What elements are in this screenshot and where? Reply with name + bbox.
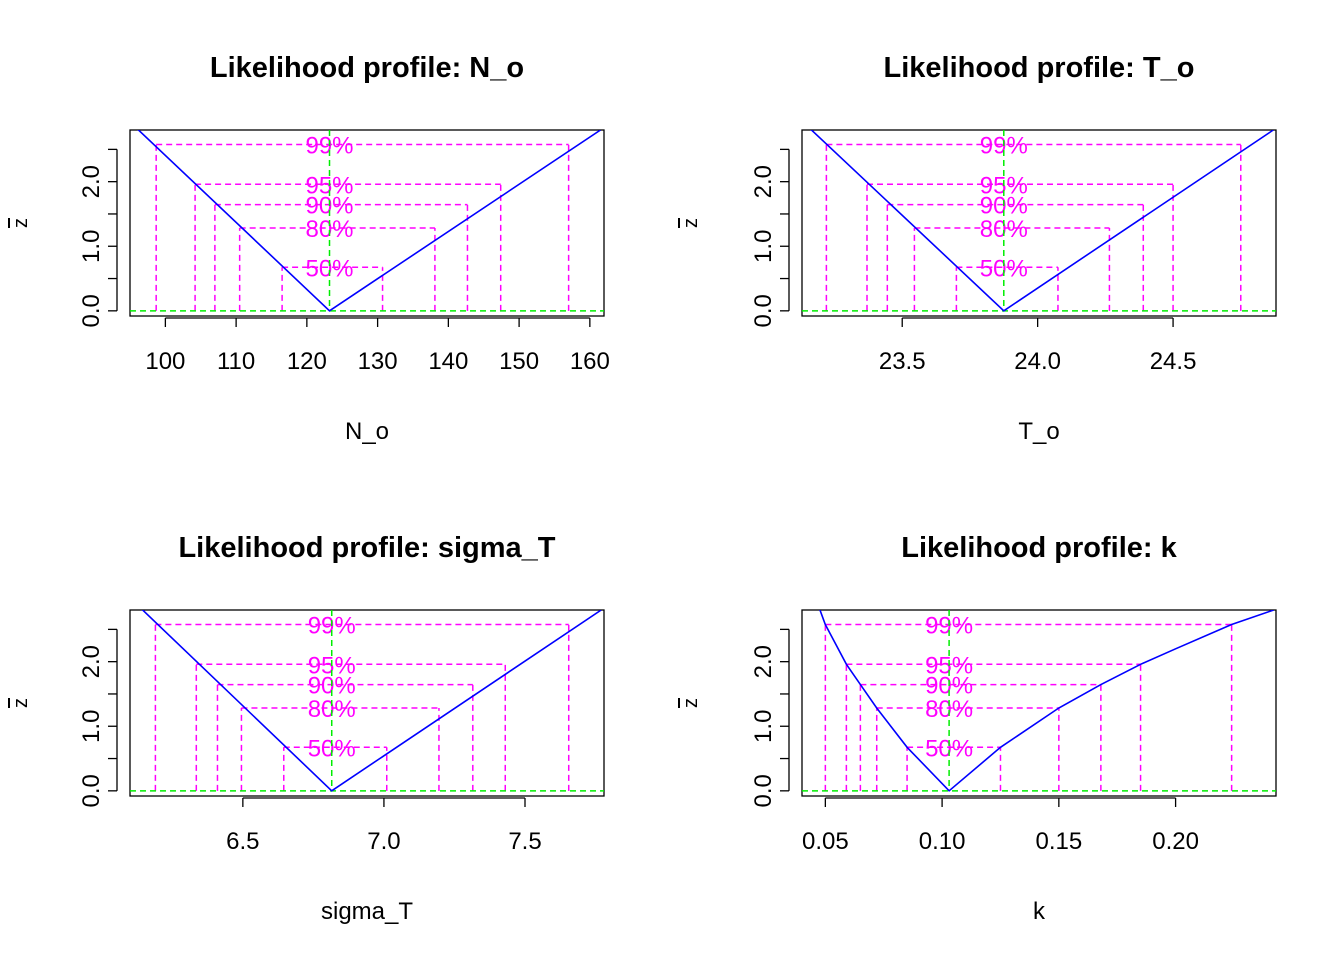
level-80 xyxy=(238,227,436,311)
level-95 xyxy=(845,663,1142,791)
y-tick-label: 2.0 xyxy=(78,165,105,198)
x-tick-label: 130 xyxy=(358,348,398,375)
panel-2: Likelihood profile: T_o T_o z 23.5 24.0 24.5 0… xyxy=(680,52,1277,445)
x-tick-label: 110 xyxy=(217,348,255,375)
plot-frame xyxy=(129,609,605,797)
y-tick-label: 0.0 xyxy=(750,294,777,327)
panel-3: Likelihood profile: sigma_T sigma_T z 6.5 7.… xyxy=(10,532,605,925)
y-tick-label: 1.0 xyxy=(78,230,105,263)
chart-title: Likelihood profile: T_o xyxy=(884,52,1195,84)
x-tick-label: 150 xyxy=(499,348,539,375)
y-tick-label: 2.0 xyxy=(750,645,777,678)
level-99 xyxy=(154,623,570,791)
level-99 xyxy=(155,143,570,311)
x-tick-label: 0.20 xyxy=(1152,828,1199,855)
level-label: 50% xyxy=(980,255,1028,282)
x-axis-label: T_o xyxy=(1018,418,1059,445)
panel-1: Likelihood profile: N_o N_o z 100 110 120 130 1… xyxy=(10,52,610,445)
x-axis-label: k xyxy=(1033,898,1046,925)
level-label: 50% xyxy=(305,255,353,282)
y-tick-label: 1.0 xyxy=(78,710,105,743)
chart-title: Likelihood profile: k xyxy=(901,532,1177,564)
y-tick-label: 2.0 xyxy=(78,645,105,678)
x-tick-label: 0.15 xyxy=(1035,828,1082,855)
y-tick-label: 0.0 xyxy=(78,774,105,807)
x-tick-label: 7.5 xyxy=(508,828,541,855)
level-90 xyxy=(886,203,1145,311)
y-tick-label: 1.0 xyxy=(750,230,777,263)
y-tick-label: 2.0 xyxy=(750,165,777,198)
level-label: 50% xyxy=(925,735,973,762)
x-tick-label: 0.05 xyxy=(802,828,849,855)
x-tick-label: 7.0 xyxy=(367,828,400,855)
level-80 xyxy=(913,227,1111,311)
level-label: 50% xyxy=(308,735,356,762)
y-axis-label: z xyxy=(10,698,32,708)
level-50 xyxy=(283,746,388,791)
level-50 xyxy=(906,746,1002,791)
y-tick-label: 0.0 xyxy=(78,294,105,327)
x-tick-label: 6.5 xyxy=(226,828,259,855)
level-90 xyxy=(214,203,469,311)
level-95 xyxy=(866,183,1174,311)
level-95 xyxy=(195,663,506,791)
x-tick-label: 24.5 xyxy=(1150,348,1197,375)
chart-title: Likelihood profile: N_o xyxy=(210,52,524,84)
x-axis-label: sigma_T xyxy=(321,898,413,925)
x-tick-label: 23.5 xyxy=(879,348,926,375)
x-tick-label: 140 xyxy=(428,348,468,375)
profile-curve xyxy=(810,130,1274,312)
chart-title: Likelihood profile: sigma_T xyxy=(178,532,555,564)
panel-4: Likelihood profile: k k z 0.05 0.10 0.15 0.20 0… xyxy=(680,532,1277,925)
x-tick-label: 100 xyxy=(145,348,185,375)
profile-curve xyxy=(141,610,602,792)
y-axis-label: z xyxy=(10,218,32,228)
profile-curve xyxy=(137,130,601,312)
x-tick-label: 24.0 xyxy=(1014,348,1061,375)
level-90 xyxy=(859,683,1102,791)
x-axis-label: N_o xyxy=(345,418,389,445)
y-tick-label: 0.0 xyxy=(750,774,777,807)
y-tick-label: 1.0 xyxy=(750,710,777,743)
y-axis-label: z xyxy=(680,218,702,228)
profile-curve xyxy=(819,610,1274,792)
plot-frame xyxy=(801,609,1277,797)
x-tick-label: 160 xyxy=(570,348,610,375)
level-80 xyxy=(875,707,1060,791)
plot-frame xyxy=(801,129,1277,317)
level-95 xyxy=(194,183,502,311)
plot-frame xyxy=(129,129,605,317)
level-80 xyxy=(240,707,440,791)
y-axis-label: z xyxy=(680,698,702,708)
level-99 xyxy=(824,623,1233,791)
level-90 xyxy=(216,683,474,791)
x-tick-label: 0.10 xyxy=(919,828,966,855)
x-tick-label: 120 xyxy=(287,348,327,375)
level-50 xyxy=(955,266,1059,311)
level-99 xyxy=(825,143,1242,311)
level-50 xyxy=(281,266,384,311)
